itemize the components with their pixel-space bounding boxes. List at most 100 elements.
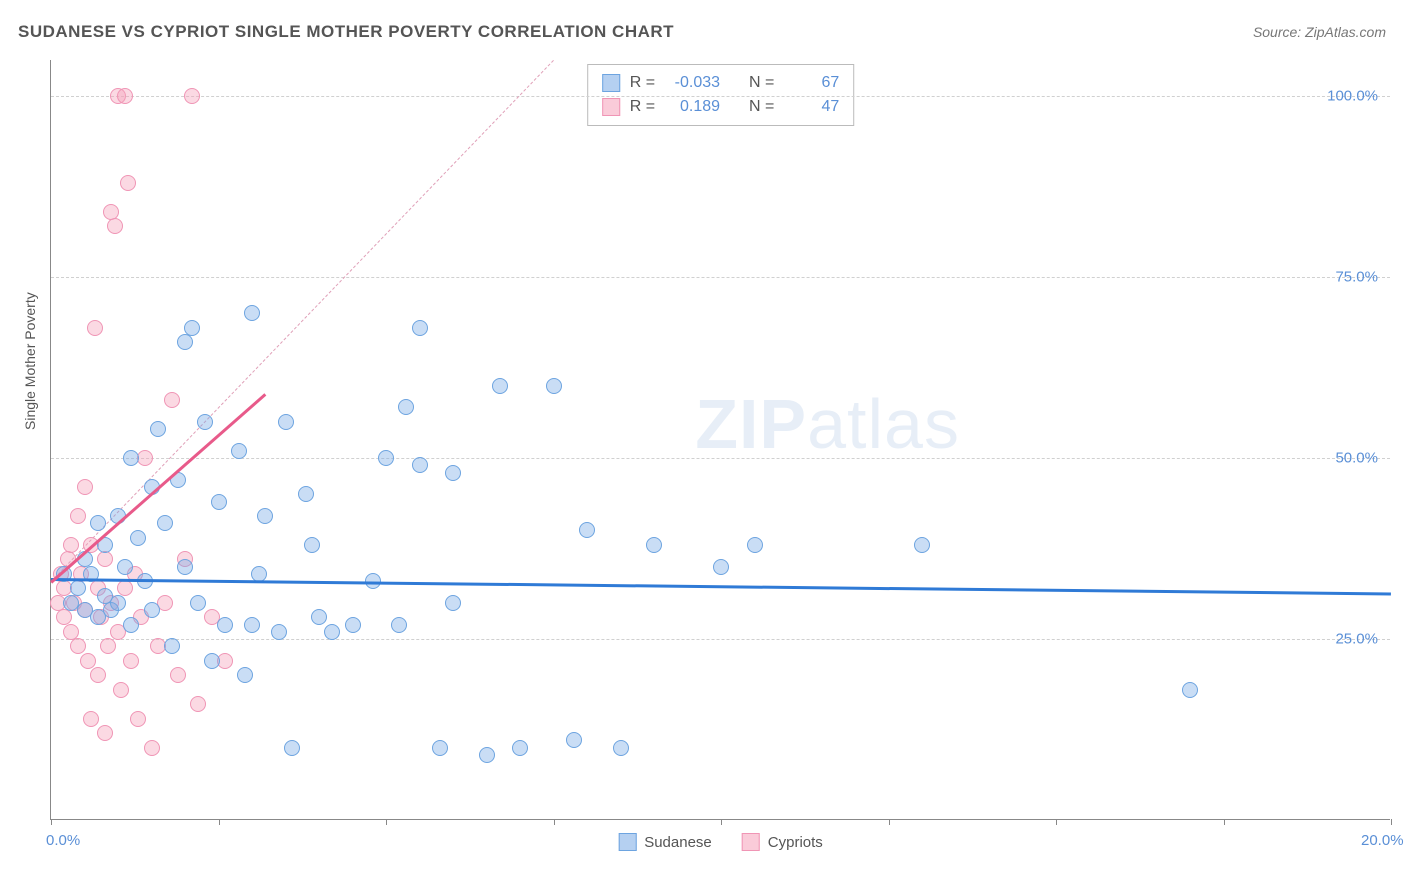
y-axis-label: Single Mother Poverty: [22, 292, 38, 430]
legend-item-cypriots: Cypriots: [742, 833, 823, 851]
data-point-sudanese: [747, 537, 763, 553]
swatch-blue-icon: [602, 74, 620, 92]
data-point-cypriots: [190, 696, 206, 712]
watermark: ZIPatlas: [695, 384, 960, 464]
gridline: [51, 639, 1390, 640]
data-point-sudanese: [914, 537, 930, 553]
data-point-sudanese: [150, 421, 166, 437]
data-point-cypriots: [123, 653, 139, 669]
data-point-cypriots: [70, 638, 86, 654]
data-point-sudanese: [579, 522, 595, 538]
stats-box: R = -0.033 N = 67 R = 0.189 N = 47: [587, 64, 855, 126]
swatch-pink-icon: [742, 833, 760, 851]
stats-row-cypriots: R = 0.189 N = 47: [602, 95, 840, 119]
data-point-sudanese: [123, 450, 139, 466]
x-tick-label: 0.0%: [46, 832, 80, 849]
x-tick: [554, 819, 555, 825]
data-point-sudanese: [164, 638, 180, 654]
data-point-sudanese: [298, 486, 314, 502]
data-point-sudanese: [271, 624, 287, 640]
y-tick-label: 50.0%: [1335, 450, 1378, 467]
x-tick: [51, 819, 52, 825]
data-point-cypriots: [117, 88, 133, 104]
data-point-sudanese: [278, 414, 294, 430]
data-point-sudanese: [566, 732, 582, 748]
n-label: N =: [749, 71, 774, 95]
data-point-cypriots: [113, 682, 129, 698]
r-label: R =: [630, 95, 655, 119]
data-point-sudanese: [231, 443, 247, 459]
data-point-sudanese: [345, 617, 361, 633]
data-point-sudanese: [90, 515, 106, 531]
cypriots-n-value: 47: [784, 95, 839, 119]
data-point-sudanese: [157, 515, 173, 531]
gridline: [51, 458, 1390, 459]
data-point-cypriots: [130, 711, 146, 727]
data-point-sudanese: [391, 617, 407, 633]
gridline: [51, 277, 1390, 278]
data-point-sudanese: [646, 537, 662, 553]
cypriots-r-value: 0.189: [665, 95, 720, 119]
chart-title: SUDANESE VS CYPRIOT SINGLE MOTHER POVERT…: [18, 22, 674, 42]
data-point-sudanese: [412, 457, 428, 473]
data-point-sudanese: [237, 667, 253, 683]
data-point-cypriots: [184, 88, 200, 104]
data-point-sudanese: [445, 595, 461, 611]
x-tick: [1391, 819, 1392, 825]
data-point-cypriots: [144, 740, 160, 756]
data-point-sudanese: [123, 617, 139, 633]
swatch-blue-icon: [618, 833, 636, 851]
data-point-cypriots: [77, 479, 93, 495]
data-point-sudanese: [432, 740, 448, 756]
data-point-cypriots: [80, 653, 96, 669]
x-tick: [219, 819, 220, 825]
legend-label-cypriots: Cypriots: [768, 834, 823, 851]
data-point-sudanese: [311, 609, 327, 625]
data-point-sudanese: [184, 320, 200, 336]
data-point-sudanese: [244, 617, 260, 633]
data-point-sudanese: [204, 653, 220, 669]
data-point-sudanese: [110, 595, 126, 611]
trend-sudanese: [51, 578, 1391, 595]
data-point-cypriots: [164, 392, 180, 408]
data-point-cypriots: [87, 320, 103, 336]
data-point-sudanese: [217, 617, 233, 633]
data-point-cypriots: [83, 711, 99, 727]
stats-row-sudanese: R = -0.033 N = 67: [602, 71, 840, 95]
data-point-cypriots: [103, 204, 119, 220]
data-point-sudanese: [713, 559, 729, 575]
data-point-cypriots: [90, 667, 106, 683]
y-tick-label: 75.0%: [1335, 269, 1378, 286]
source-attribution: Source: ZipAtlas.com: [1253, 24, 1386, 40]
data-point-sudanese: [197, 414, 213, 430]
x-tick: [721, 819, 722, 825]
sudanese-r-value: -0.033: [665, 71, 720, 95]
data-point-sudanese: [324, 624, 340, 640]
data-point-sudanese: [257, 508, 273, 524]
data-point-sudanese: [244, 305, 260, 321]
x-tick-label: 20.0%: [1361, 832, 1404, 849]
data-point-sudanese: [190, 595, 206, 611]
data-point-cypriots: [120, 175, 136, 191]
legend-label-sudanese: Sudanese: [644, 834, 712, 851]
legend: Sudanese Cypriots: [618, 833, 823, 851]
y-tick-label: 100.0%: [1327, 88, 1378, 105]
swatch-pink-icon: [602, 98, 620, 116]
n-label: N =: [749, 95, 774, 119]
data-point-sudanese: [117, 559, 133, 575]
gridline: [51, 96, 1390, 97]
x-tick: [1056, 819, 1057, 825]
data-point-sudanese: [479, 747, 495, 763]
data-point-cypriots: [70, 508, 86, 524]
legend-item-sudanese: Sudanese: [618, 833, 712, 851]
data-point-cypriots: [97, 725, 113, 741]
x-tick: [889, 819, 890, 825]
data-point-sudanese: [177, 334, 193, 350]
r-label: R =: [630, 71, 655, 95]
data-point-sudanese: [492, 378, 508, 394]
data-point-sudanese: [546, 378, 562, 394]
data-point-sudanese: [70, 580, 86, 596]
data-point-cypriots: [170, 667, 186, 683]
x-tick: [386, 819, 387, 825]
data-point-sudanese: [398, 399, 414, 415]
